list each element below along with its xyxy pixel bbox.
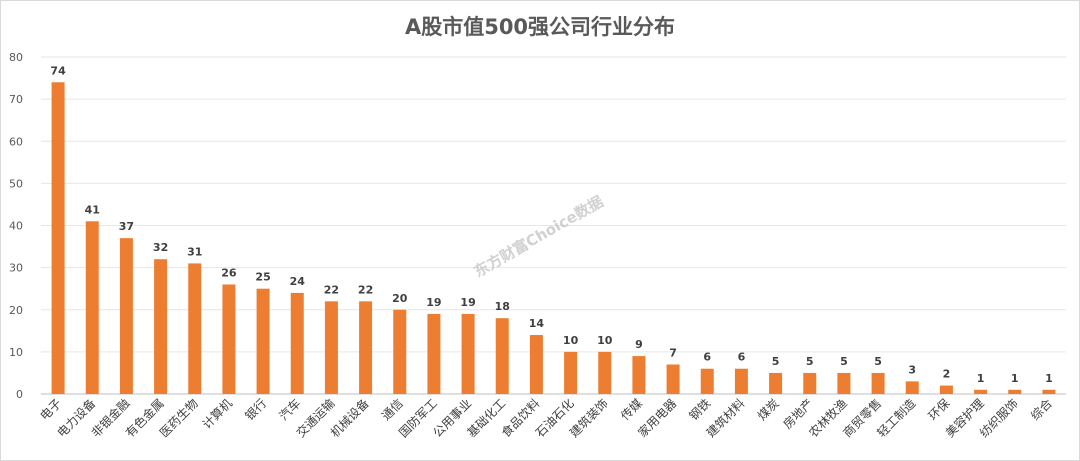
x-tick-label: 电子 <box>37 396 64 423</box>
x-tick-label: 轻工制造 <box>875 396 919 440</box>
bar <box>700 368 714 394</box>
bar <box>1042 389 1056 394</box>
bar <box>564 351 578 394</box>
data-label: 18 <box>495 300 510 313</box>
data-label: 1 <box>1011 372 1019 385</box>
x-tick-label: 银行 <box>242 396 269 423</box>
bar <box>324 301 338 394</box>
y-tick-label: 10 <box>9 346 23 359</box>
bar <box>359 301 373 394</box>
x-tick-label: 汽车 <box>276 396 304 424</box>
data-label: 74 <box>50 64 66 77</box>
data-label: 31 <box>187 245 202 258</box>
data-label: 20 <box>392 292 408 305</box>
x-tick-label: 传媒 <box>617 396 645 424</box>
x-tick-label: 钢铁 <box>686 396 713 423</box>
x-tick-label: 煤炭 <box>755 396 782 423</box>
bar <box>119 238 133 394</box>
data-label: 6 <box>703 351 711 364</box>
data-label: 10 <box>563 334 579 347</box>
data-label: 5 <box>840 355 848 368</box>
data-label: 6 <box>738 351 746 364</box>
data-label: 25 <box>255 271 270 284</box>
data-label: 2 <box>943 368 951 381</box>
x-tick-label: 综合 <box>1027 396 1055 424</box>
bar <box>974 389 988 394</box>
bar <box>803 372 817 394</box>
data-label: 5 <box>806 355 814 368</box>
y-tick-label: 60 <box>9 135 23 148</box>
data-label: 10 <box>597 334 613 347</box>
chart-title: A股市值500强公司行业分布 <box>405 15 675 39</box>
data-label: 5 <box>874 355 882 368</box>
bar <box>393 309 407 394</box>
bar <box>461 313 475 394</box>
x-tick-label: 环保 <box>926 396 953 423</box>
data-label: 7 <box>669 347 677 360</box>
data-label: 5 <box>772 355 780 368</box>
bar <box>837 372 851 394</box>
bar <box>85 221 99 394</box>
data-label: 14 <box>529 317 545 330</box>
y-tick-label: 50 <box>9 177 23 190</box>
bar <box>154 259 168 394</box>
data-label: 26 <box>221 266 237 279</box>
y-tick-label: 80 <box>9 51 23 64</box>
x-tick-label: 纺织服饰 <box>977 396 1021 440</box>
x-tick-label: 医药生物 <box>157 396 201 440</box>
bar <box>51 82 65 395</box>
bar <box>222 284 236 394</box>
bar <box>871 372 885 394</box>
bar <box>905 381 919 394</box>
bars <box>51 82 1056 395</box>
bar <box>598 351 612 394</box>
bar <box>939 385 953 394</box>
y-tick-label: 40 <box>9 220 23 233</box>
y-tick-label: 30 <box>9 262 23 275</box>
bar <box>290 292 304 394</box>
data-label: 22 <box>358 283 373 296</box>
bar <box>427 313 441 394</box>
bar <box>1008 389 1022 394</box>
x-tick-label: 建筑材料 <box>703 396 748 441</box>
y-tick-label: 20 <box>9 304 23 317</box>
data-label: 37 <box>119 220 134 233</box>
gridlines <box>41 56 1066 395</box>
bar <box>734 368 748 394</box>
data-label: 19 <box>426 296 441 309</box>
data-label: 22 <box>324 283 339 296</box>
data-label: 3 <box>908 363 916 376</box>
bar <box>529 335 543 394</box>
data-label: 1 <box>1045 372 1053 385</box>
data-label: 24 <box>290 275 306 288</box>
x-tick-label: 通信 <box>379 396 406 423</box>
x-tick-label: 计算机 <box>199 396 235 432</box>
data-label: 9 <box>635 338 643 351</box>
data-label: 41 <box>85 203 100 216</box>
bar <box>495 318 509 394</box>
data-label: 1 <box>977 372 985 385</box>
bar <box>769 372 783 394</box>
y-tick-label: 0 <box>16 388 23 401</box>
bar <box>188 263 202 394</box>
bar <box>666 364 680 394</box>
x-tick-label: 家用电器 <box>635 396 680 441</box>
bar <box>256 288 270 394</box>
x-tick-label: 建筑装饰 <box>566 396 611 441</box>
x-tick-label: 机械设备 <box>327 396 372 441</box>
y-tick-label: 70 <box>9 93 23 106</box>
y-axis-ticks: 0 10 20 30 40 50 60 70 80 <box>9 51 23 401</box>
data-label: 19 <box>460 296 475 309</box>
data-label: 32 <box>153 241 168 254</box>
bar <box>632 356 646 394</box>
